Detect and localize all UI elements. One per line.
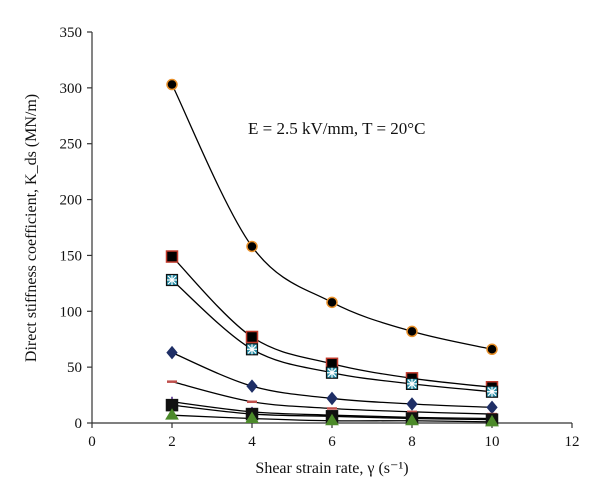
data-point [165,273,179,287]
data-point [245,343,259,356]
data-point [406,325,418,338]
series-markers [165,78,499,427]
x-tick-label: 12 [565,434,580,450]
y-tick-label: 350 [60,25,83,41]
x-tick-label: 10 [485,434,500,450]
data-point [486,400,498,415]
data-point [325,413,339,426]
star-marker [487,386,497,397]
square-marker [245,330,259,344]
x-tick-label: 6 [328,434,336,450]
y-tick-label: 200 [60,193,83,209]
data-point [325,366,339,379]
data-point [405,413,419,426]
data-point [485,385,499,398]
y-tick-label: 100 [60,304,83,320]
diamond-marker [246,379,258,393]
data-point [486,343,498,356]
y-tick-label: 0 [75,416,83,432]
y-tick-label: 250 [60,137,83,153]
star-marker [327,367,337,378]
data-point [326,391,338,406]
y-tick-label: 50 [67,360,82,376]
data-point [405,377,419,390]
diamond-marker [486,400,498,415]
y-axis-title: Direct stiffness coefficient, K_ds (MN/m… [23,94,40,362]
triangle-marker [165,408,179,420]
x-tick-label: 0 [88,434,96,450]
triangle-marker [245,411,259,424]
y-tick-label: 150 [60,248,83,264]
triangle-marker [325,413,339,426]
data-point [246,240,258,253]
triangle-marker [405,413,419,426]
chart-annotation: E = 2.5 kV/mm, T = 20°C [248,119,425,138]
data-point [406,397,418,411]
diamond-marker [406,397,418,411]
circle-marker [406,325,418,338]
diamond-marker [326,391,338,406]
data-point [245,330,259,344]
circle-marker [486,343,498,356]
circle-marker [326,296,338,309]
data-point [326,296,338,309]
y-tick-label: 300 [60,81,83,97]
square-marker [165,250,179,263]
star-marker [407,378,417,389]
data-point [485,414,499,427]
x-tick-label: 2 [168,434,176,450]
star-marker [247,344,257,355]
data-point [166,345,178,360]
x-axis-title: Shear strain rate, γ (s⁻¹) [255,460,408,477]
star-marker [167,275,177,286]
data-point [165,250,179,263]
data-point [246,379,258,393]
circle-marker [166,78,178,91]
data-point [166,78,178,91]
diamond-marker [166,345,178,360]
data-point [165,408,179,420]
triangle-marker [485,414,499,427]
circle-marker [246,240,258,253]
x-tick-label: 8 [408,434,416,450]
series-line [171,84,493,350]
data-point [245,411,259,424]
axes: 0 50 100 150 200 250 300 350 0 2 4 6 8 10 12 [60,25,580,450]
x-tick-label: 4 [248,434,256,450]
